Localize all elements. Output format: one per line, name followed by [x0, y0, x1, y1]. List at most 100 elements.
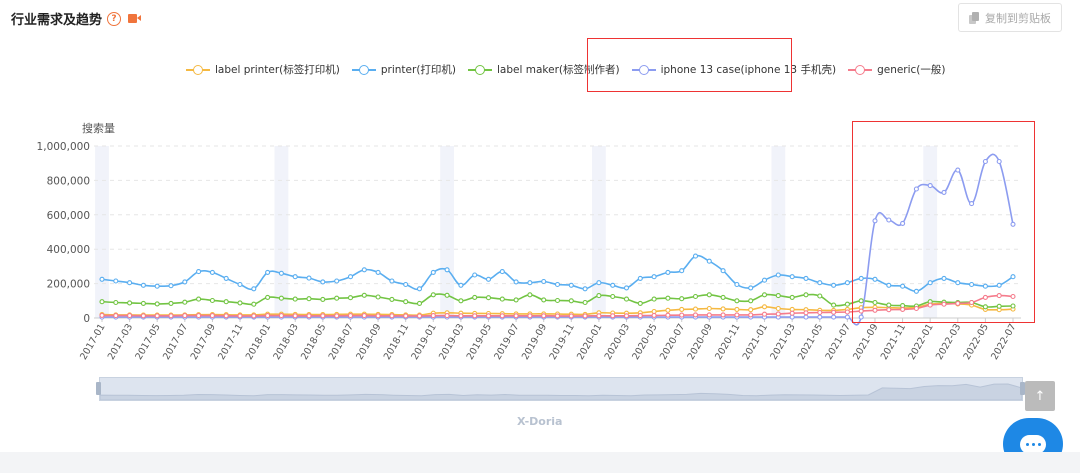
data-point: [1010, 221, 1016, 227]
data-point: [375, 313, 381, 319]
data-point: [375, 269, 381, 275]
data-point: [265, 294, 271, 300]
data-point: [209, 269, 215, 275]
data-point: [389, 296, 395, 302]
data-point: [720, 268, 726, 274]
data-point: [430, 313, 436, 319]
x-tick-label: 2018-03: [271, 322, 300, 362]
data-point: [154, 313, 160, 319]
series-label_maker: [99, 292, 1016, 310]
data-point: [858, 275, 864, 281]
slider-preview: [99, 383, 1023, 401]
data-point: [706, 312, 712, 318]
data-point: [527, 292, 533, 298]
data-point: [458, 313, 464, 319]
x-tick-label: 2017-11: [216, 322, 245, 362]
data-point: [817, 309, 823, 316]
data-zoom-slider[interactable]: [99, 377, 1023, 401]
x-tick-label: 2022-05: [962, 322, 991, 362]
slider-handle-left[interactable]: [96, 382, 101, 395]
data-point: [706, 258, 712, 264]
data-point: [251, 286, 257, 292]
legend-item-generic[interactable]: generic(一般): [848, 62, 946, 77]
x-tick-label: 2018-11: [382, 322, 411, 362]
data-point: [761, 292, 768, 298]
data-point: [334, 313, 340, 319]
data-point: [292, 296, 298, 302]
legend-item-iphone_case[interactable]: iphone 13 case(iphone 13 手机壳): [631, 62, 836, 77]
data-point: [458, 298, 464, 304]
data-point: [775, 311, 781, 317]
x-tick-label: 2017-01: [78, 322, 107, 362]
x-tick-label: 2020-09: [686, 322, 715, 362]
data-point: [748, 307, 754, 313]
data-point: [817, 293, 823, 299]
data-point: [472, 313, 478, 319]
data-point: [679, 296, 685, 302]
data-point: [168, 283, 174, 289]
data-point: [485, 276, 492, 282]
copy-button-label: 复制到剪贴板: [985, 11, 1051, 25]
data-point: [886, 307, 892, 313]
data-point: [554, 297, 561, 304]
data-point: [568, 313, 574, 319]
data-point: [886, 302, 892, 308]
data-point: [168, 313, 174, 319]
data-point: [223, 299, 229, 305]
data-point: [858, 298, 864, 304]
legend-item-label_maker[interactable]: label maker(标签制作者): [468, 62, 620, 77]
bottom-bar: [0, 452, 1080, 473]
slider-preview-area: [99, 383, 1023, 401]
data-point: [113, 313, 119, 319]
x-tick-label: 2020-03: [603, 322, 632, 362]
data-point: [858, 314, 864, 320]
data-point: [761, 311, 768, 317]
data-point: [196, 313, 202, 319]
data-point: [748, 312, 754, 318]
data-point: [734, 306, 740, 312]
video-camera-icon[interactable]: [128, 14, 142, 23]
data-point: [803, 275, 809, 281]
data-point: [541, 297, 547, 303]
legend-item-label_printer[interactable]: label printer(标签打印机): [186, 62, 340, 77]
data-point: [623, 313, 630, 319]
data-point: [127, 300, 133, 306]
data-point: [182, 299, 188, 305]
data-point: [900, 306, 906, 312]
data-point: [568, 298, 574, 304]
data-point: [444, 313, 450, 319]
data-point: [734, 298, 740, 304]
back-to-top-button[interactable]: ↑: [1025, 381, 1055, 411]
data-point: [610, 282, 616, 288]
data-point: [900, 283, 906, 289]
copy-to-clipboard-button[interactable]: 复制到剪贴板: [958, 3, 1062, 32]
data-point: [306, 296, 312, 302]
data-point: [886, 217, 892, 223]
data-point: [554, 281, 561, 288]
data-point: [582, 286, 588, 292]
data-point: [237, 281, 243, 288]
data-point: [610, 293, 616, 300]
data-point: [955, 167, 961, 173]
data-point: [237, 313, 243, 319]
series-printer: [99, 253, 1016, 294]
data-point: [596, 293, 602, 299]
slider-handle-right[interactable]: [1020, 382, 1025, 395]
data-point: [996, 293, 1002, 299]
question-circle-icon[interactable]: ?: [107, 11, 122, 26]
data-point: [416, 300, 423, 306]
data-point: [803, 310, 809, 316]
data-point: [706, 292, 712, 298]
data-point: [361, 313, 367, 319]
x-tick-label: 2019-09: [520, 322, 549, 362]
data-point: [900, 220, 906, 226]
data-point: [803, 314, 809, 320]
data-point: [265, 269, 271, 275]
data-point: [320, 296, 326, 302]
data-point: [844, 314, 850, 320]
x-tick-label: 2017-03: [106, 322, 135, 362]
data-point: [278, 313, 284, 319]
data-point: [458, 282, 464, 288]
legend-item-printer[interactable]: printer(打印机): [351, 62, 456, 77]
data-point: [706, 305, 712, 312]
